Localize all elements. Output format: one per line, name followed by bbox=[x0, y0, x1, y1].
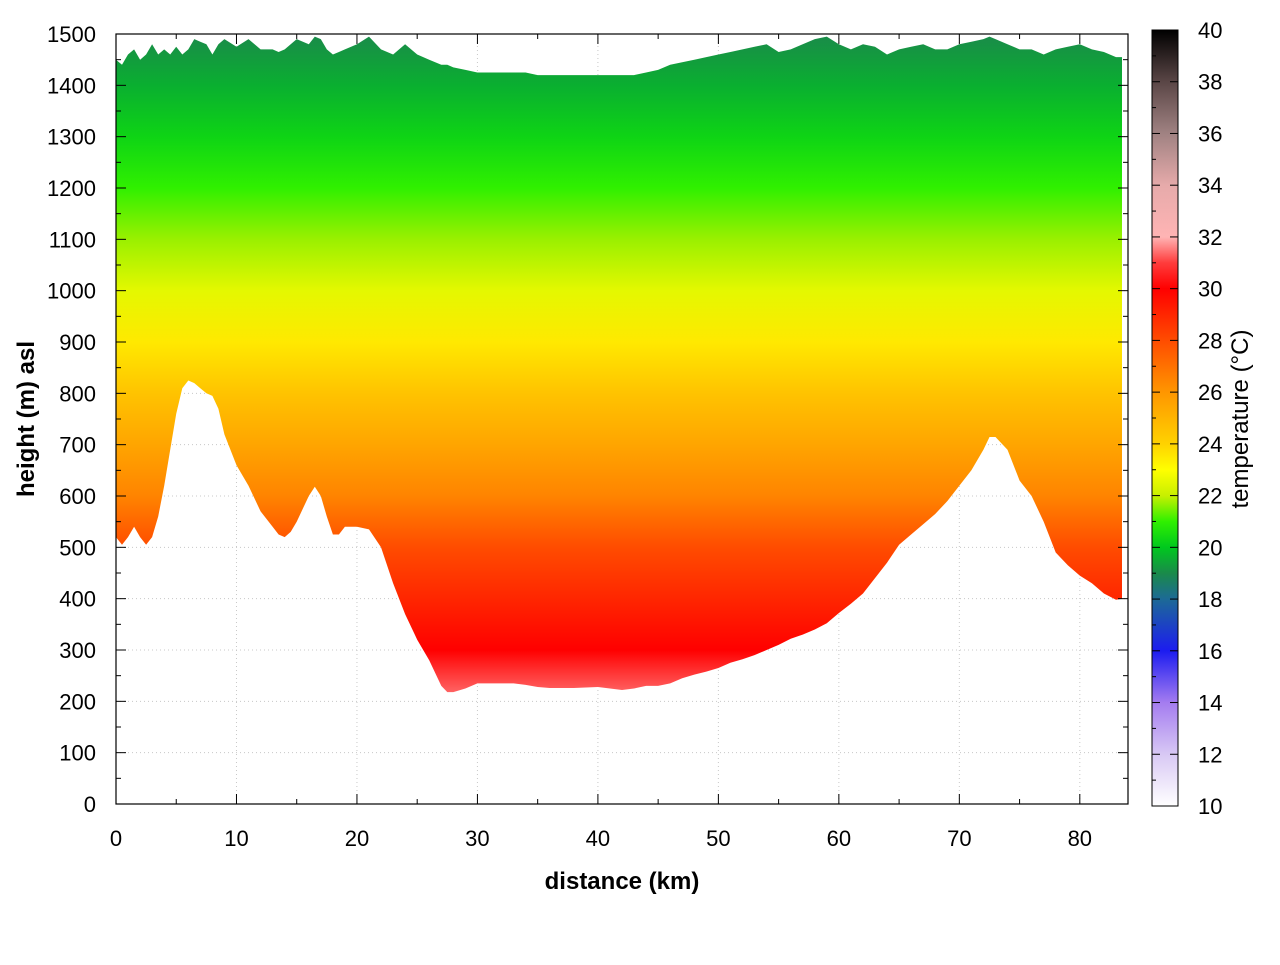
y-tick-label: 500 bbox=[59, 535, 96, 560]
x-axis-title: distance (km) bbox=[545, 868, 700, 895]
colorbar-tick-label: 16 bbox=[1198, 639, 1222, 664]
x-tick-label: 40 bbox=[586, 826, 610, 851]
y-tick-label: 700 bbox=[59, 433, 96, 458]
colorbar-tick-label: 28 bbox=[1198, 328, 1222, 353]
y-tick-label: 1300 bbox=[47, 125, 96, 150]
colorbar-tick-label: 18 bbox=[1198, 587, 1222, 612]
y-axis-ticks: 0 100 200 300 400 500 600 700 800 900 1000 1100 1200… bbox=[47, 22, 1128, 817]
y-tick-label: 900 bbox=[59, 330, 96, 355]
temperature-field-area bbox=[116, 36, 1122, 693]
x-tick-label: 60 bbox=[827, 826, 851, 851]
colorbar bbox=[1151, 29, 1179, 807]
colorbar-tick-label: 34 bbox=[1198, 173, 1222, 198]
colorbar-tick-label: 20 bbox=[1198, 535, 1222, 560]
colorbar-tick-label: 32 bbox=[1198, 225, 1222, 250]
x-tick-label: 80 bbox=[1068, 826, 1092, 851]
colorbar-tick-label: 38 bbox=[1198, 70, 1222, 95]
y-tick-label: 1000 bbox=[47, 279, 96, 304]
colorbar-tick-label: 30 bbox=[1198, 277, 1222, 302]
x-axis-ticks: 0 10 20 30 40 50 60 70 80 bbox=[110, 34, 1092, 851]
colorbar-tick-label: 36 bbox=[1198, 121, 1222, 146]
y-tick-label: 600 bbox=[59, 484, 96, 509]
y-tick-label: 1400 bbox=[47, 73, 96, 98]
y-tick-label: 800 bbox=[59, 381, 96, 406]
colorbar-tick-label: 26 bbox=[1198, 380, 1222, 405]
x-tick-label: 30 bbox=[465, 826, 489, 851]
y-tick-label: 0 bbox=[84, 792, 96, 817]
colorbar-tick-label: 24 bbox=[1198, 432, 1222, 457]
y-tick-label: 200 bbox=[59, 689, 96, 714]
y-axis-title: height (m) asl bbox=[13, 341, 40, 497]
y-tick-label: 1100 bbox=[49, 227, 96, 252]
colorbar-tick-label: 22 bbox=[1198, 484, 1222, 509]
colorbar-tick-label: 12 bbox=[1198, 742, 1222, 767]
colorbar-tick-label: 14 bbox=[1198, 691, 1222, 716]
y-tick-label: 400 bbox=[59, 587, 96, 612]
x-tick-label: 0 bbox=[110, 826, 122, 851]
colorbar-tick-label: 10 bbox=[1198, 794, 1222, 819]
y-tick-label: 100 bbox=[59, 741, 96, 766]
colorbar-title: temperature (°C) bbox=[1227, 330, 1254, 509]
y-tick-label: 300 bbox=[59, 638, 96, 663]
colorbar-ticks: 10 12 14 16 18 20 22 24 26 28 30 32 34 36 38 40 bbox=[1152, 18, 1222, 819]
x-tick-label: 20 bbox=[345, 826, 369, 851]
x-tick-label: 70 bbox=[947, 826, 971, 851]
x-tick-label: 10 bbox=[224, 826, 248, 851]
y-tick-label: 1500 bbox=[47, 22, 96, 47]
x-tick-label: 50 bbox=[706, 826, 730, 851]
y-tick-label: 1200 bbox=[47, 176, 96, 201]
temperature-field bbox=[116, 36, 1122, 693]
colorbar-tick-label: 40 bbox=[1198, 18, 1222, 43]
